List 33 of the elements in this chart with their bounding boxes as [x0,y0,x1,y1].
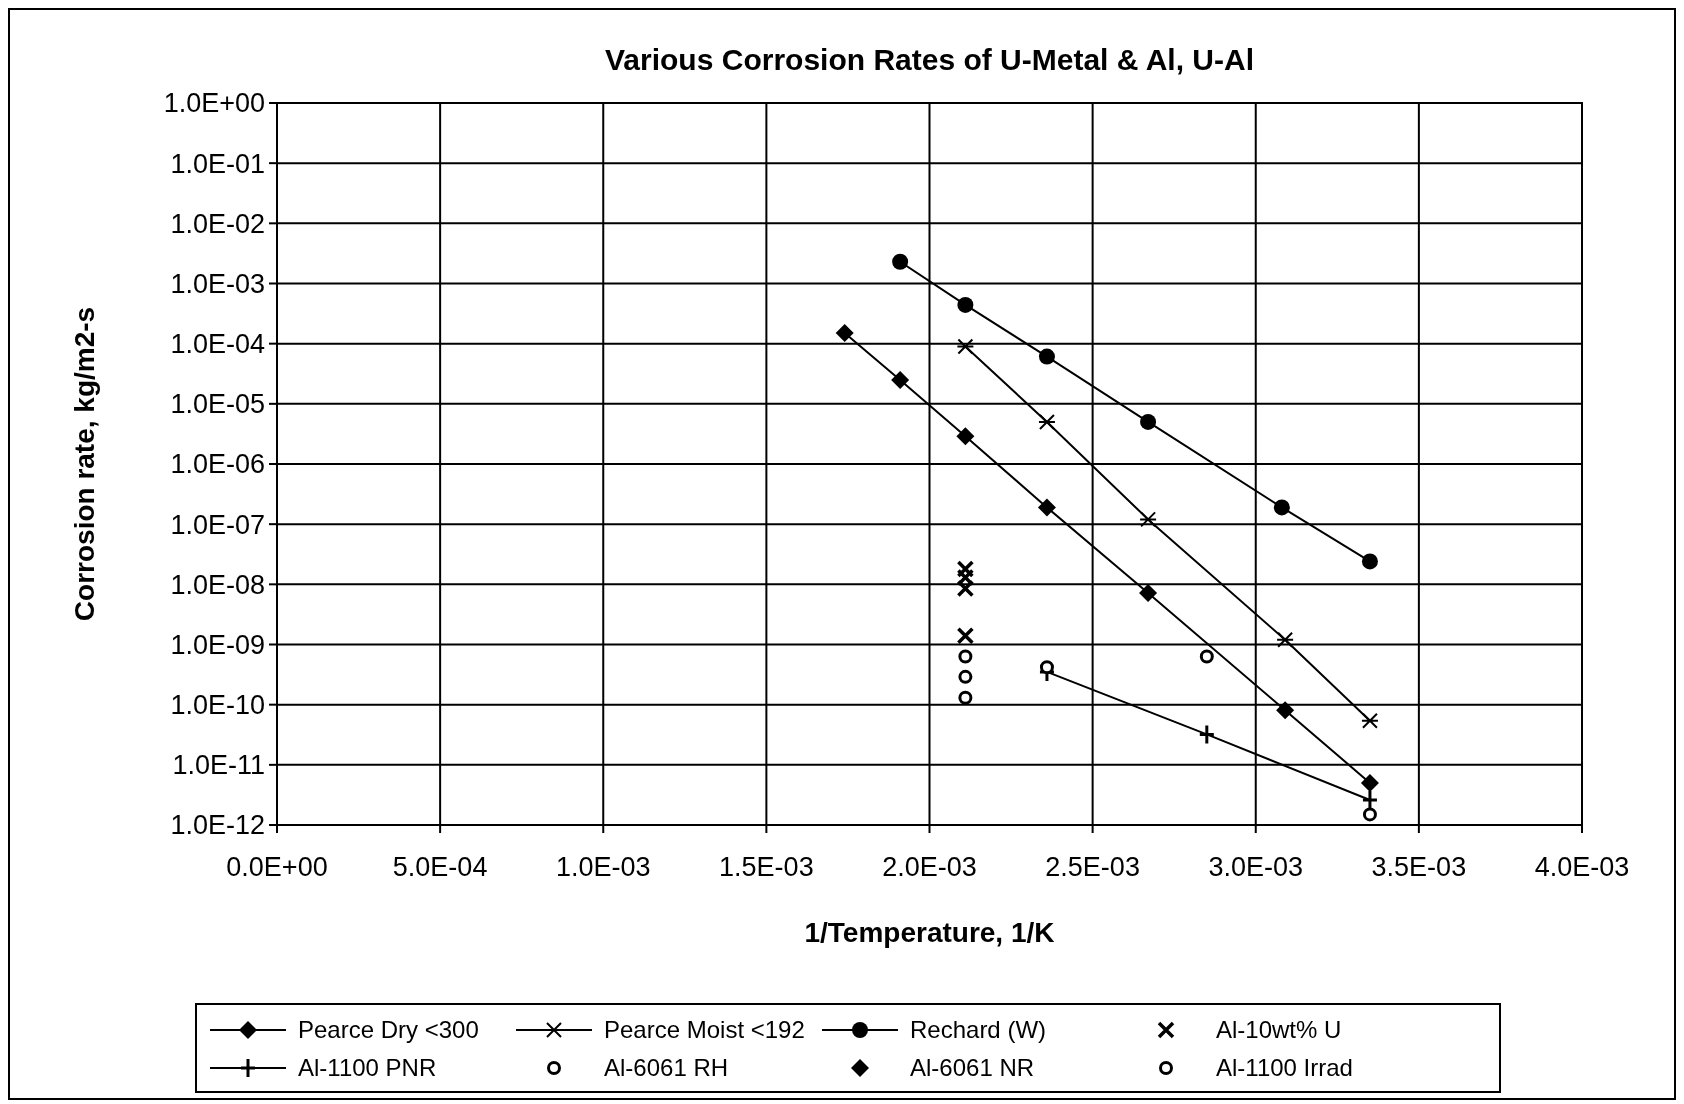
y-tick-label: 1.0E-06 [170,449,265,480]
y-axis-title: Corrosion rate, kg/m2-s [69,306,100,622]
y-tick-label: 1.0E-09 [170,629,265,660]
legend-label: Pearce Dry <300 [298,1016,479,1044]
x-tick-label: 5.0E-04 [392,852,488,882]
x-tick-label: 2.5E-03 [1045,852,1140,882]
y-tick-label: 1.0E-03 [170,268,265,299]
y-tick-label: 1.0E-05 [170,389,265,420]
legend-label: Al-1100 PNR [298,1054,437,1082]
x-axis-title: 1/Temperature, 1/K [804,917,1055,948]
x-tick-label: 2.0E-03 [882,852,977,882]
x-tick-label: 4.0E-03 [1534,852,1630,882]
y-tick-label: 1.0E-01 [170,148,265,179]
x-tick-label: 0.0E+00 [226,852,328,882]
y-tick-label: 1.0E-07 [170,509,265,540]
x-tick-label: 1.5E-03 [719,852,814,882]
y-tick-label: 1.0E-12 [170,810,265,841]
x-tick-label: 3.0E-03 [1208,852,1304,882]
legend-label: Al-10wt% U [1216,1016,1342,1044]
y-tick-label: 1.0E-02 [170,208,265,239]
legend-label: Al-1100 Irrad [1216,1054,1353,1082]
legend-label: Pearce Moist <192 [604,1016,805,1044]
y-tick-label: 1.0E-08 [170,569,265,600]
x-tick-label: 3.5E-03 [1371,852,1467,882]
y-tick-label: 1.0E+00 [163,88,265,119]
x-tick-label: 1.0E-03 [555,852,651,882]
legend-label: Rechard (W) [910,1016,1047,1044]
y-tick-label: 1.0E-04 [170,329,265,360]
y-tick-label: 1.0E-11 [172,750,265,781]
legend-label: Al-6061 RH [604,1054,729,1082]
chart-title: Various Corrosion Rates of U-Metal & Al, U-Al [605,43,1254,76]
y-tick-label: 1.0E-10 [170,690,265,721]
legend-label: Al-6061 NR [910,1054,1035,1082]
